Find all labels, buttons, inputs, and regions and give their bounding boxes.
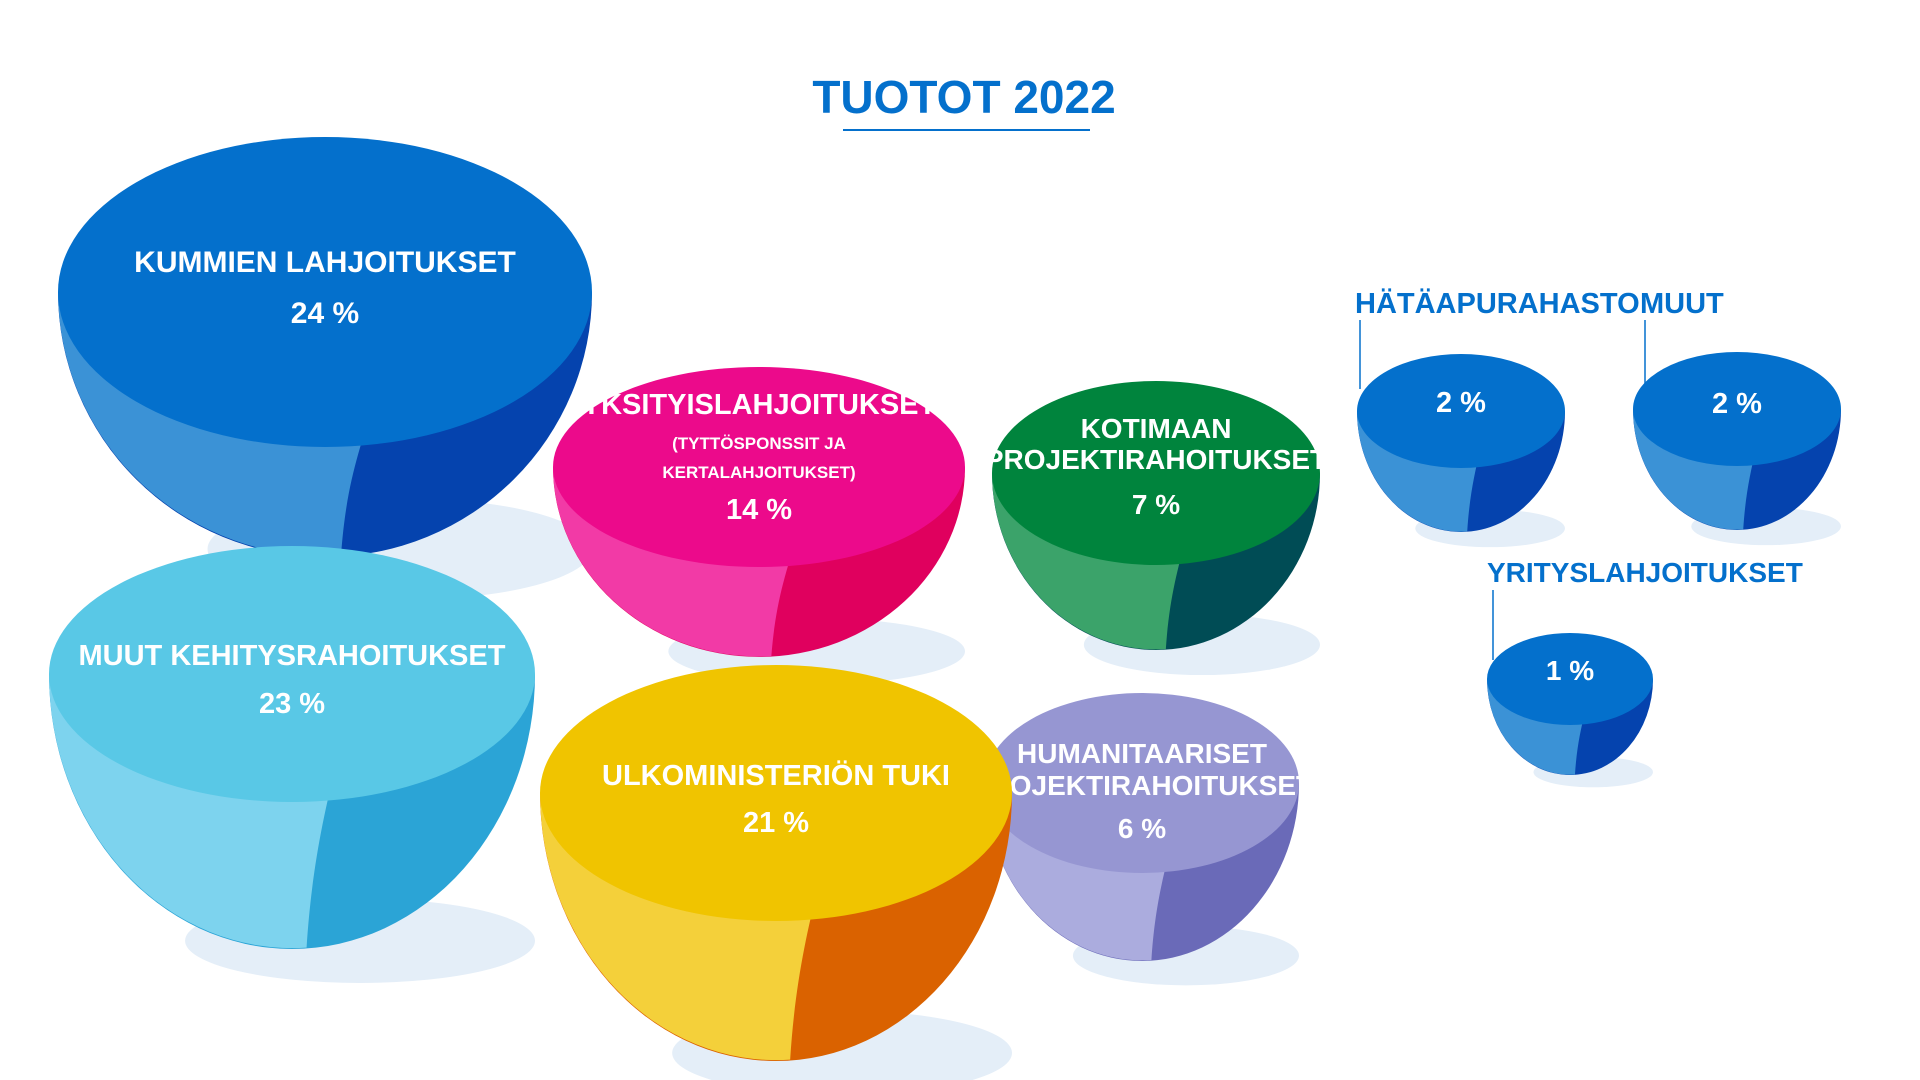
category-label: YRITYSLAHJOITUKSET bbox=[1487, 557, 1803, 588]
category-label: PROJEKTIRAHOITUKSET bbox=[985, 444, 1327, 475]
value-label: 23 % bbox=[259, 688, 325, 720]
category-label: KUMMIEN LAHJOITUKSET bbox=[134, 246, 516, 279]
value-label: 6 % bbox=[1118, 813, 1166, 844]
category-label: HUMANITAARISET bbox=[1017, 738, 1267, 769]
category-label: ULKOMINISTERIÖN TUKI bbox=[602, 759, 950, 792]
chart-title: TUOTOT 2022 bbox=[812, 71, 1115, 123]
value-label: 14 % bbox=[726, 494, 792, 526]
value-label: 2 % bbox=[1712, 388, 1762, 420]
category-label: MUUT KEHITYSRAHOITUKSET bbox=[79, 640, 506, 672]
bowl-muut: MUUT 2 % bbox=[1633, 288, 1841, 546]
bowl-kummien-lahjoitukset: KUMMIEN LAHJOITUKSET 24 % bbox=[58, 137, 592, 601]
value-label: 24 % bbox=[291, 297, 359, 330]
category-label: KOTIMAAN bbox=[1081, 413, 1232, 444]
bowl-top bbox=[540, 665, 1012, 921]
value-label: 7 % bbox=[1132, 489, 1180, 520]
bowl-top bbox=[1633, 352, 1841, 466]
bowl-top bbox=[553, 367, 965, 567]
category-label: YKSITYISLAHJOITUKSET bbox=[582, 389, 937, 421]
bowl-top bbox=[49, 546, 535, 802]
bowls: HÄTÄAPURAHASTO 2 % MUUT 2 % YRITYSLAHJOITUKS… bbox=[49, 137, 1841, 1080]
value-label: 2 % bbox=[1436, 387, 1486, 419]
bowl-ulkoministerion-tuki: ULKOMINISTERIÖN TUKI 21 % bbox=[540, 665, 1012, 1080]
category-label: HÄTÄAPURAHASTO bbox=[1355, 287, 1640, 320]
bowl-top bbox=[58, 137, 592, 447]
category-label: MUUT bbox=[1640, 288, 1724, 320]
bowl-yrityslahjoitukset: YRITYSLAHJOITUKSET 1 % bbox=[1487, 557, 1803, 788]
value-label: 21 % bbox=[743, 807, 809, 839]
category-label: PROJEKTIRAHOITUKSET bbox=[971, 770, 1313, 801]
bowl-hataapurahasto: HÄTÄAPURAHASTO 2 % bbox=[1355, 287, 1640, 548]
bowl-top bbox=[1487, 633, 1653, 725]
category-sublabel: (TYTTÖSPONSSIT JA bbox=[672, 434, 846, 453]
bowl-top bbox=[1357, 354, 1565, 468]
value-label: 1 % bbox=[1546, 655, 1594, 686]
bowl-muut-kehitysrahoitukset: MUUT KEHITYSRAHOITUKSET 23 % bbox=[49, 546, 535, 983]
category-sublabel: KERTALAHJOITUKSET) bbox=[662, 463, 855, 482]
bowl-yksityislahjoitukset: YKSITYISLAHJOITUKSET (TYTTÖSPONSSIT JA KER… bbox=[553, 367, 965, 685]
bowl-top bbox=[985, 693, 1299, 873]
bowl-top bbox=[992, 381, 1320, 565]
